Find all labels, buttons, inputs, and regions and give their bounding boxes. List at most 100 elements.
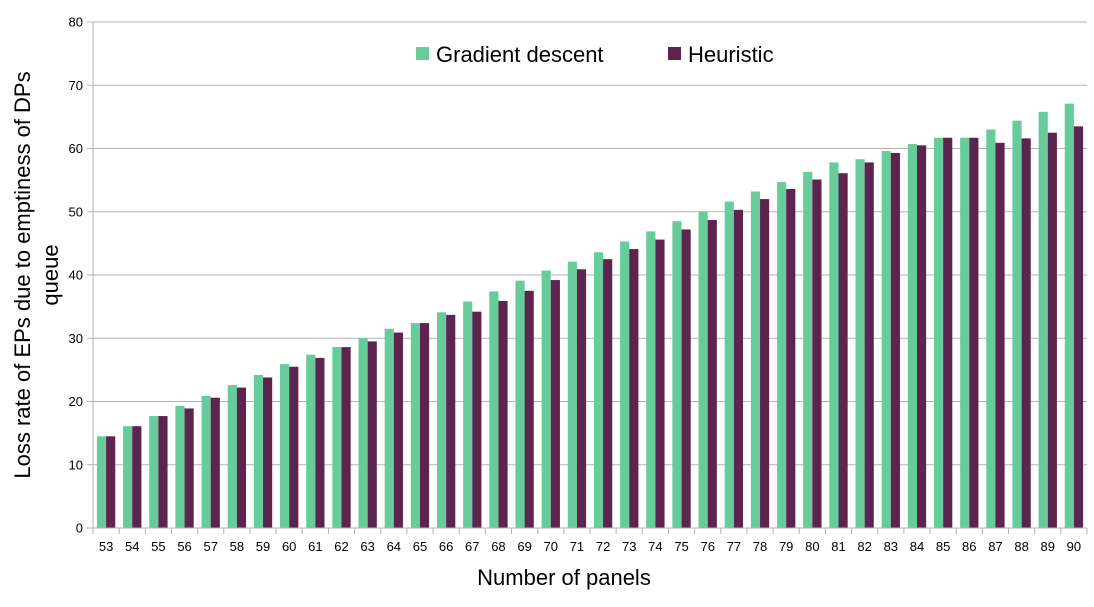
bar-gradient-descent [123, 426, 133, 528]
bar-heuristic [158, 416, 168, 528]
x-tick-label: 90 [1067, 539, 1081, 554]
bar-gradient-descent [698, 211, 708, 528]
x-tick-label: 57 [203, 539, 217, 554]
x-tick-label: 66 [439, 539, 453, 554]
bar-heuristic [184, 408, 194, 528]
bar-heuristic [419, 323, 430, 528]
x-tick-label: 78 [753, 539, 767, 554]
bar-gradient-descent [1064, 103, 1074, 528]
bar-gradient-descent [620, 241, 630, 529]
x-tick-label: 74 [648, 539, 662, 554]
bar-gradient-descent [332, 347, 342, 528]
x-tick-label: 65 [413, 539, 427, 554]
bar-heuristic [681, 229, 691, 528]
bar-gradient-descent [436, 312, 447, 528]
x-tick-label: 85 [936, 539, 950, 554]
x-tick-label: 54 [125, 539, 139, 554]
bar-heuristic [315, 357, 325, 528]
y-axis-title-line-2: queue [38, 244, 63, 305]
bar-gradient-descent [306, 354, 316, 528]
bar-heuristic [550, 280, 560, 528]
y-tick-labels: 0 10 20 30 40 50 60 70 80 [69, 15, 83, 536]
legend-swatch-heuristic [668, 47, 681, 60]
x-tick-label: 88 [1014, 539, 1028, 554]
axes [92, 22, 1088, 534]
bar-heuristic [472, 311, 482, 528]
bar-heuristic [367, 341, 377, 528]
bar-gradient-descent [1038, 111, 1048, 528]
x-tick-label: 73 [622, 539, 636, 554]
y-tick-label: 80 [69, 15, 83, 30]
bar-gradient-descent [201, 395, 211, 528]
bar-heuristic [995, 142, 1005, 528]
x-tick-label: 62 [334, 539, 348, 554]
bar-heuristic [603, 259, 613, 528]
x-tick-label: 80 [805, 539, 819, 554]
bar-gradient-descent [515, 280, 525, 528]
bar-gradient-descent [227, 385, 237, 528]
bar-gradient-descent [777, 182, 787, 528]
x-tick-label: 68 [491, 539, 505, 554]
bar-gradient-descent [96, 436, 107, 528]
bar-heuristic [786, 188, 796, 529]
bar-gradient-descent [489, 291, 499, 528]
x-tick-label: 82 [857, 539, 871, 554]
bar-gradient-descent [1012, 120, 1022, 529]
bar-heuristic [263, 377, 273, 528]
x-tick-label: 59 [256, 539, 270, 554]
legend: Gradient descent Heuristic [416, 42, 774, 67]
x-tick-label: 71 [570, 539, 584, 554]
y-tick-label: 0 [76, 521, 83, 536]
bar-heuristic [1021, 138, 1031, 528]
x-tick-label: 69 [517, 539, 531, 554]
x-tick-labels: 53 54 55 56 57 58 59 60 61 62 63 64 65 66 67 68 69 70 71 72… [99, 539, 1081, 554]
legend-label-heuristic: Heuristic [688, 42, 774, 67]
x-tick-label: 83 [884, 539, 898, 554]
bar-heuristic [812, 179, 822, 528]
bar-gradient-descent [384, 328, 394, 528]
x-tick-label: 72 [596, 539, 610, 554]
bar-heuristic [943, 137, 953, 528]
bar-gradient-descent [593, 252, 604, 529]
bar-heuristic [760, 199, 770, 528]
legend-swatch-gradient-descent [416, 47, 429, 60]
bar-heuristic [838, 173, 848, 529]
bar-heuristic [498, 300, 508, 528]
x-tick-label: 56 [177, 539, 191, 554]
x-tick-label: 76 [700, 539, 714, 554]
bar-gradient-descent [149, 416, 159, 528]
x-tick-label: 63 [360, 539, 374, 554]
x-tick-label: 77 [727, 539, 741, 554]
bar-gradient-descent [855, 159, 865, 528]
bar-heuristic [289, 366, 299, 528]
bars [96, 103, 1084, 529]
y-tick-label: 10 [69, 457, 83, 472]
bar-heuristic [707, 219, 717, 528]
bar-gradient-descent [907, 144, 917, 528]
x-tick-label: 84 [910, 539, 924, 554]
bar-gradient-descent [672, 221, 682, 529]
x-tick-label: 86 [962, 539, 976, 554]
y-axis-title-line-1: Loss rate of EPs due to emptiness of DPs [10, 71, 35, 478]
x-tick-label: 67 [465, 539, 479, 554]
bar-heuristic [916, 145, 927, 528]
bar-heuristic [629, 249, 639, 528]
legend-label-gradient-descent: Gradient descent [436, 42, 604, 67]
y-tick-label: 60 [69, 141, 83, 156]
bar-gradient-descent [933, 137, 944, 528]
bar-gradient-descent [358, 338, 368, 528]
y-tick-label: 70 [69, 78, 83, 93]
bar-heuristic [969, 137, 979, 528]
bar-heuristic [1073, 126, 1084, 529]
x-tick-label: 64 [387, 539, 401, 554]
bar-heuristic [210, 397, 220, 528]
bar-gradient-descent [803, 171, 813, 528]
bar-gradient-descent [280, 364, 290, 528]
x-tick-label: 70 [544, 539, 558, 554]
bar-gradient-descent [960, 137, 970, 528]
x-axis-title: Number of panels [477, 565, 651, 590]
bar-heuristic [1047, 132, 1057, 528]
bar-gradient-descent [175, 405, 185, 528]
